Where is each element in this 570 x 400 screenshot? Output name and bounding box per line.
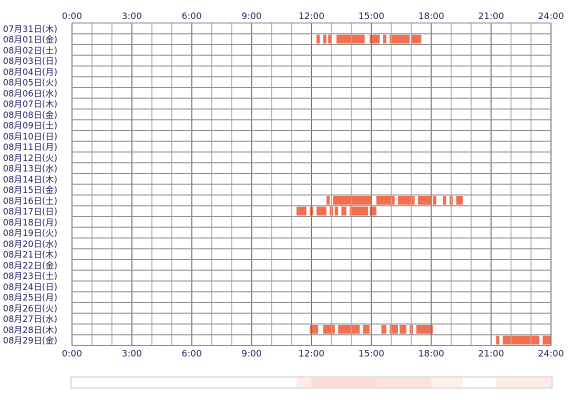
row-label: 08月09日(土): [3, 120, 57, 132]
activity-bar: [389, 34, 410, 44]
summary-strip-band: [311, 378, 377, 387]
activity-bar: [316, 34, 320, 44]
x-tick-label-bottom: 12:00: [299, 350, 325, 360]
row-label: 08月24日(日): [3, 282, 57, 293]
x-tick-label-top: 9:00: [242, 12, 262, 22]
x-tick-label-top: 0:00: [62, 12, 82, 22]
activity-bar: [389, 325, 398, 334]
row-label: 08月21日(木): [3, 249, 57, 261]
x-tick-label-bottom: 3:00: [122, 350, 142, 360]
row-label: 08月12日(火): [3, 153, 57, 164]
activity-bar: [316, 206, 327, 216]
row-label: 08月01日(金): [3, 34, 57, 46]
x-tick-label-top: 15:00: [358, 12, 384, 22]
row-label: 08月07日(木): [3, 98, 57, 110]
activity-bar: [381, 325, 387, 334]
activity-bar: [323, 34, 327, 44]
activity-bar: [349, 206, 369, 216]
row-label: 08月26日(火): [3, 303, 57, 314]
x-tick-label-top: 12:00: [299, 12, 325, 22]
row-label: 08月25日(月): [3, 293, 57, 304]
activity-bar: [397, 196, 415, 205]
activity-bar: [341, 206, 347, 216]
row-label: 08月18日(月): [3, 217, 57, 228]
activity-bar: [309, 325, 319, 334]
activity-bar: [328, 34, 332, 44]
x-tick-label-bottom: 6:00: [182, 350, 202, 360]
x-tick-label-top: 21:00: [478, 12, 504, 22]
activity-bar: [369, 34, 380, 44]
row-label: 08月06日(水): [3, 87, 57, 99]
summary-strip-band: [496, 378, 551, 387]
row-label: 08月20日(水): [3, 238, 57, 250]
row-label: 08月14日(木): [3, 173, 57, 185]
activity-bar: [502, 335, 540, 345]
row-label: 08月13日(水): [3, 163, 57, 175]
activity-bar: [442, 196, 447, 205]
activity-bar: [542, 335, 551, 345]
x-tick-label-bottom: 15:00: [358, 350, 384, 360]
x-tick-label-top: 18:00: [418, 12, 444, 22]
x-tick-label-bottom: 24:00: [538, 350, 564, 360]
activity-bar: [416, 325, 433, 334]
activity-bar: [383, 34, 387, 44]
activity-bar: [376, 196, 395, 205]
row-label: 08月27日(水): [3, 313, 57, 325]
row-label: 07月31日(木): [3, 23, 57, 35]
row-label: 08月11日(月): [3, 142, 57, 153]
x-tick-label-top: 6:00: [182, 12, 202, 22]
activity-bar: [369, 206, 377, 216]
row-label: 08月29日(金): [3, 335, 57, 347]
x-tick-label-top: 3:00: [122, 12, 142, 22]
row-label: 08月05日(火): [3, 78, 57, 89]
activity-bar: [496, 335, 500, 345]
row-label: 08月17日(日): [3, 207, 57, 218]
row-label: 08月15日(金): [3, 184, 57, 196]
x-tick-label-bottom: 9:00: [242, 350, 262, 360]
activity-bar: [338, 325, 360, 334]
row-label: 08月19日(火): [3, 228, 57, 239]
row-label: 08月02日(土): [3, 44, 57, 56]
activity-bar: [432, 196, 437, 205]
x-tick-label-top: 24:00: [538, 12, 564, 22]
row-label: 08月08日(金): [3, 109, 57, 121]
activity-bar: [363, 325, 370, 334]
activity-bar: [411, 34, 422, 44]
summary-strip-band: [431, 378, 463, 387]
row-label: 08月16日(土): [3, 195, 57, 207]
row-label: 08月22日(金): [3, 259, 57, 271]
activity-bar: [399, 325, 407, 334]
row-label: 08月23日(土): [3, 270, 57, 282]
summary-strip-band: [376, 378, 432, 387]
activity-bar: [336, 34, 365, 44]
activity-bar: [323, 325, 335, 334]
row-label: 08月28日(木): [3, 324, 57, 336]
row-label: 08月03日(日): [3, 56, 57, 67]
activity-bar: [333, 196, 372, 205]
summary-strip: [70, 376, 553, 389]
x-tick-label-bottom: 21:00: [478, 350, 504, 360]
row-label: 08月04日(月): [3, 67, 57, 78]
activity-bar: [334, 206, 339, 216]
x-tick-label-bottom: 18:00: [418, 350, 444, 360]
x-tick-label-bottom: 0:00: [62, 350, 82, 360]
activity-bar: [296, 206, 307, 216]
activity-bar: [456, 196, 463, 205]
row-label: 08月10日(日): [3, 131, 57, 142]
summary-strip-band: [296, 378, 312, 387]
activity-bar: [326, 196, 330, 205]
activity-bar: [417, 196, 432, 205]
